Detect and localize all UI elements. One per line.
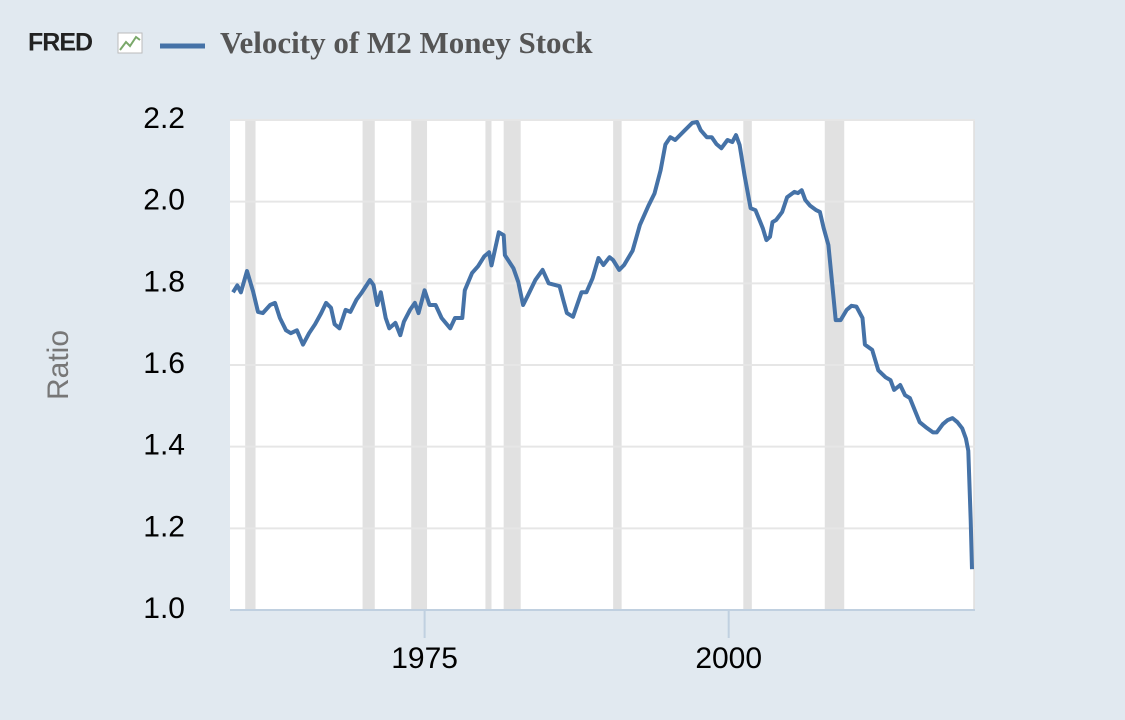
y-tick-label: 1.6 [143, 347, 185, 380]
y-tick-label: 1.0 [143, 592, 185, 625]
logo-icon [117, 32, 143, 54]
legend-label: Velocity of M2 Money Stock [220, 25, 593, 60]
y-tick-label: 1.2 [143, 510, 185, 543]
x-tick-label: 1975 [391, 642, 458, 675]
y-tick-label: 1.4 [143, 429, 185, 462]
logo: FRED [28, 29, 92, 57]
y-axis-label: Ratio [42, 330, 75, 400]
x-tick-label: 2000 [695, 642, 762, 675]
series-line [231, 120, 974, 570]
y-tick-label: 2.2 [143, 102, 185, 135]
y-tick-label: 1.8 [143, 265, 185, 298]
y-tick-label: 2.0 [143, 184, 185, 217]
